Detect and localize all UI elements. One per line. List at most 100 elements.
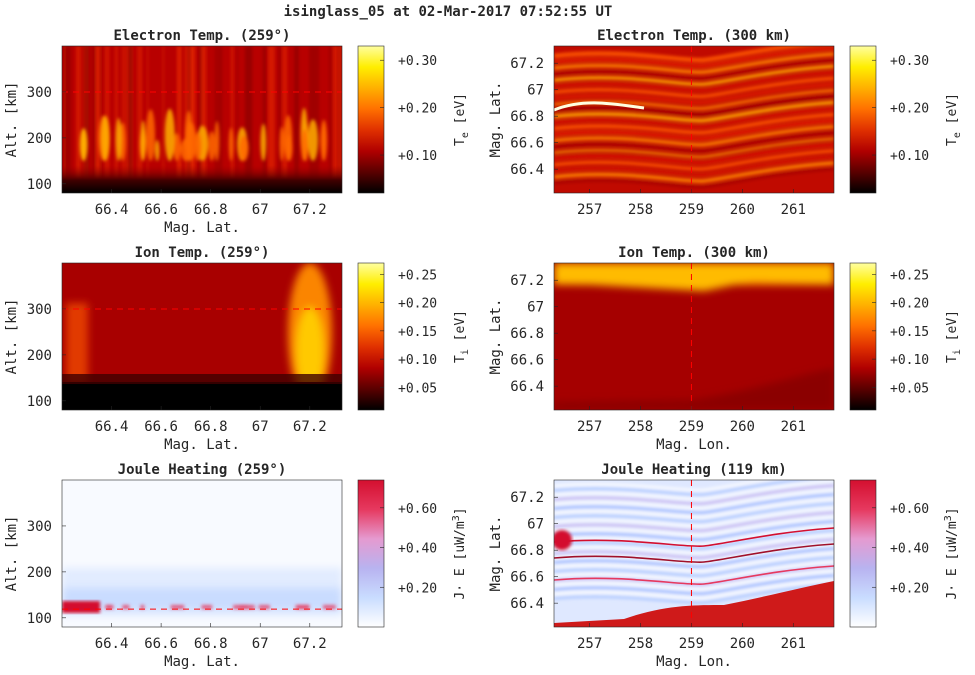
panel-ti-map: Ion Temp. (300 km) 257 258 259 260 261 66.4 66.… [488,245,963,453]
y-tick-label: 300 [27,85,52,101]
y-tick-label: 200 [27,565,52,581]
heatmap-field [554,480,834,627]
colorbar-tick-label: +0.20 [890,102,929,117]
panel-title: Electron Temp. (300 km) [597,28,791,44]
x-tick-label: 257 [577,419,602,435]
colorbar-tick-label: +0.20 [398,102,437,117]
y-tick-label: 67.2 [510,490,544,506]
x-tick-label: 66.8 [194,419,228,435]
colorbar-tick-label: +0.60 [890,502,929,517]
colorbar: +0.10 +0.20 +0.30 Te [eV] [357,45,471,194]
colorbar-scale [849,45,877,194]
x-tick-label: 67 [252,419,269,435]
y-tick-label: 100 [27,611,52,627]
colorbar-label: Ti [eV] [945,310,963,363]
panel-ti-alt: Ion Temp. (259°) 66.4 66.6 66.8 67 67.2 100 200… [4,245,471,453]
y-axis-label: Mag. Lat. [488,516,504,592]
colorbar-scale [357,262,385,411]
colorbar-tick-label: +0.05 [398,381,437,396]
x-tick-label: 258 [628,636,653,652]
y-tick-label: 67 [527,83,544,99]
panel-title: Electron Temp. (259°) [113,28,290,44]
plot-frame [553,262,835,411]
y-tick-label: 66.8 [510,109,544,125]
x-tick-label: 259 [679,202,704,218]
colorbar-label: Te [eV] [945,93,963,146]
x-tick-label: 260 [730,636,755,652]
y-tick-label: 66.4 [510,162,544,178]
x-tick-label: 261 [781,419,806,435]
colorbar-tick-label: +0.30 [398,54,437,69]
x-tick-label: 66.8 [194,636,228,652]
colorbar: +0.05 +0.10 +0.15 +0.20 +0.25 Ti [eV] [849,262,963,411]
colorbar-label: J· E [uW/m3] [451,507,468,599]
x-tick-label: 67 [252,202,269,218]
plot-frame [61,262,343,411]
colorbar-tick-label: +0.25 [890,268,929,283]
y-tick-label: 66.6 [510,353,544,369]
x-tick-label: 258 [628,202,653,218]
colorbar-tick-label: +0.20 [890,297,929,312]
x-tick-label: 67 [252,636,269,652]
x-tick-label: 66.4 [95,419,129,435]
colorbar-tick-label: +0.20 [398,581,437,596]
x-axis-label: Mag. Lat. [164,437,240,453]
x-axis-label: Mag. Lon. [656,654,732,670]
y-tick-label: 67 [527,300,544,316]
colorbar-tick-label: +0.15 [890,325,929,340]
plot-frame [61,45,343,194]
x-tick-label: 66.6 [144,202,178,218]
x-tick-label: 261 [781,636,806,652]
x-axis-label: Mag. Lon. [656,437,732,453]
x-tick-label: 259 [679,636,704,652]
panel-jh-map: Joule Heating (119 km) 257 258 259 260 261 66.… [488,462,960,670]
x-tick-label: 67.2 [293,636,327,652]
colorbar-tick-label: +0.10 [398,149,437,164]
x-axis-label: Mag. Lat. [164,654,240,670]
x-tick-label: 66.8 [194,202,228,218]
x-tick-label: 66.4 [95,636,129,652]
x-tick-label: 66.4 [95,202,129,218]
y-tick-label: 67.2 [510,56,544,72]
colorbar-tick-label: +0.05 [890,381,929,396]
colorbar-scale [849,262,877,411]
y-axis-label: Alt. [km] [4,299,20,375]
panel-title: Joule Heating (119 km) [601,462,786,478]
y-tick-label: 67.2 [510,273,544,289]
colorbar-scale [849,479,877,628]
colorbar-tick-label: +0.20 [890,581,929,596]
y-tick-label: 66.4 [510,596,544,612]
x-tick-label: 257 [577,636,602,652]
y-tick-label: 66.6 [510,570,544,586]
y-tick-label: 66.8 [510,326,544,342]
panel-jh-alt: Joule Heating (259°) 66.4 66.6 66.8 67 67.2 10… [4,462,468,670]
colorbar: +0.05 +0.10 +0.15 +0.20 +0.25 Ti [eV] [357,262,471,411]
heatmap-field [62,263,342,410]
y-tick-label: 200 [27,348,52,364]
x-tick-label: 257 [577,202,602,218]
x-tick-label: 66.6 [144,419,178,435]
colorbar-tick-label: +0.40 [890,542,929,557]
colorbar-tick-label: +0.10 [890,149,929,164]
y-axis-label: Alt. [km] [4,516,20,592]
colorbar-tick-label: +0.10 [398,353,437,368]
colorbar-tick-label: +0.30 [890,54,929,69]
colorbar-label: Te [eV] [453,93,471,146]
colorbar-tick-label: +0.40 [398,542,437,557]
colorbar-tick-label: +0.10 [890,353,929,368]
colorbar-scale [357,45,385,194]
y-tick-label: 300 [27,302,52,318]
y-axis-label: Mag. Lat. [488,82,504,158]
x-axis-label: Mag. Lat. [164,220,240,236]
colorbar-tick-label: +0.60 [398,502,437,517]
heatmap-field [554,263,834,410]
colorbar-label: J· E [uW/m3] [943,507,960,599]
colorbar: +0.10 +0.20 +0.30 Te [eV] [849,45,963,194]
panel-title: Ion Temp. (300 km) [618,245,770,261]
x-tick-label: 67.2 [293,202,327,218]
plot-frame [553,45,835,194]
colorbar: +0.20 +0.40 +0.60 J· E [uW/m3] [357,479,468,628]
colorbar: +0.20 +0.40 +0.60 J· E [uW/m3] [849,479,960,628]
y-tick-label: 66.4 [510,379,544,395]
